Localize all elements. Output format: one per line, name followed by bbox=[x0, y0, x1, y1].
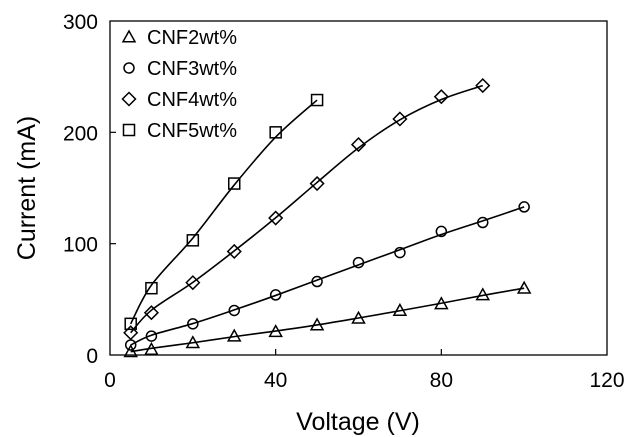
data-point-triangle bbox=[268, 324, 283, 338]
legend-marker-square bbox=[122, 123, 136, 137]
data-point-diamond bbox=[475, 78, 491, 94]
data-point-diamond bbox=[143, 305, 159, 321]
data-point-circle bbox=[435, 225, 448, 238]
data-point-triangle bbox=[516, 280, 532, 294]
data-point-triangle bbox=[185, 335, 201, 349]
y-tick-label: 0 bbox=[86, 345, 98, 368]
data-point-diamond bbox=[123, 325, 139, 341]
data-point-diamond bbox=[185, 275, 201, 291]
data-point-circle bbox=[518, 201, 530, 213]
x-tick-label: 120 bbox=[589, 369, 624, 392]
fit-lines bbox=[130, 84, 525, 353]
legend-label: CNF4wt% bbox=[147, 89, 237, 111]
legend-label: CNF2wt% bbox=[147, 27, 237, 49]
data-point-circle bbox=[145, 330, 158, 342]
data-point-triangle bbox=[309, 317, 325, 331]
data-point-diamond bbox=[350, 137, 367, 153]
data-point-square bbox=[145, 281, 158, 295]
data-point-circle bbox=[187, 318, 199, 330]
data-markers bbox=[123, 78, 532, 358]
data-point-circle bbox=[269, 289, 282, 301]
data-point-circle bbox=[311, 275, 323, 288]
data-point-triangle bbox=[434, 296, 449, 310]
fit-line-2 bbox=[130, 206, 525, 346]
plot-area bbox=[109, 20, 608, 356]
data-point-triangle bbox=[475, 287, 491, 301]
data-point-triangle bbox=[144, 341, 159, 355]
data-point-square bbox=[310, 93, 324, 107]
y-tick-label: 100 bbox=[63, 234, 98, 257]
legend-label: CNF3wt% bbox=[147, 58, 237, 80]
x-axis-title: Voltage (V) bbox=[296, 408, 420, 436]
data-point-circle bbox=[394, 246, 406, 259]
axis-ticks: 0 40 80 120 0 100 200 300 bbox=[63, 11, 625, 392]
legend: CNF2wt% CNF3wt% CNF4wt% CNF5wt% bbox=[121, 27, 237, 142]
fit-line-3 bbox=[130, 84, 484, 334]
data-point-triangle bbox=[351, 310, 366, 324]
data-point-diamond bbox=[309, 175, 325, 192]
y-axis-title: Current (mA) bbox=[13, 116, 41, 260]
legend-marker-circle bbox=[123, 62, 135, 74]
data-point-triangle bbox=[392, 302, 408, 317]
fit-line-1 bbox=[130, 287, 525, 353]
legend-marker-triangle bbox=[121, 29, 137, 43]
x-tick-label: 80 bbox=[430, 369, 453, 392]
x-tick-label: 40 bbox=[264, 369, 287, 392]
data-point-diamond bbox=[433, 89, 449, 105]
data-point-diamond bbox=[268, 210, 284, 226]
data-point-diamond bbox=[226, 243, 242, 260]
x-tick-label: 0 bbox=[104, 369, 116, 392]
fit-line-4 bbox=[130, 99, 318, 325]
data-point-circle bbox=[352, 256, 365, 269]
data-point-triangle bbox=[123, 344, 138, 358]
y-tick-label: 200 bbox=[63, 122, 98, 145]
data-point-circle bbox=[228, 304, 240, 317]
data-point-square bbox=[228, 177, 241, 190]
data-point-square bbox=[124, 317, 137, 331]
legend-marker-diamond bbox=[121, 91, 137, 107]
data-point-square bbox=[269, 126, 282, 139]
y-tick-label: 300 bbox=[63, 11, 98, 34]
data-point-triangle bbox=[226, 328, 242, 342]
data-point-diamond bbox=[392, 111, 408, 127]
legend-label: CNF5wt% bbox=[147, 120, 237, 142]
data-point-circle bbox=[477, 216, 489, 229]
data-point-square bbox=[186, 234, 200, 247]
